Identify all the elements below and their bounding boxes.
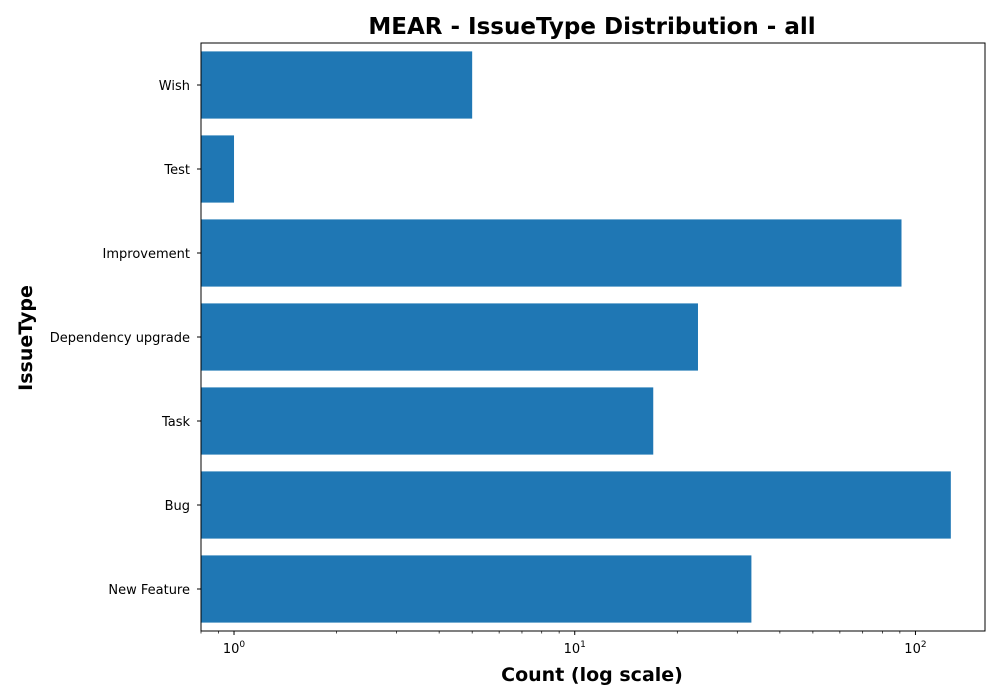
y-tick-label: Improvement bbox=[103, 247, 190, 262]
bar-bug bbox=[201, 471, 951, 539]
y-tick-label: New Feature bbox=[108, 583, 190, 598]
bar-wish bbox=[201, 51, 473, 119]
y-tick-label: Test bbox=[163, 163, 190, 178]
y-tick-label: Task bbox=[161, 415, 191, 430]
bar-task bbox=[201, 387, 654, 455]
y-tick-label: Wish bbox=[159, 79, 190, 94]
bar-new-feature bbox=[201, 555, 752, 623]
y-tick-label: Dependency upgrade bbox=[50, 331, 190, 346]
y-axis-label: IssueType bbox=[15, 285, 37, 391]
x-tick-label: 101 bbox=[564, 640, 586, 657]
bar-improvement bbox=[201, 219, 902, 287]
y-tick-label: Bug bbox=[165, 499, 190, 514]
bars-group bbox=[201, 51, 951, 623]
bar-dependency-upgrade bbox=[201, 303, 698, 371]
chart-title: MEAR - IssueType Distribution - all bbox=[368, 14, 815, 40]
x-ticks-group: 100 101 102 bbox=[200, 631, 927, 657]
y-ticks-group: New Feature Bug Task Dependency upgrade Impr… bbox=[50, 79, 201, 598]
x-axis-label: Count (log scale) bbox=[501, 664, 683, 686]
bar-test bbox=[201, 135, 235, 203]
x-tick-label: 100 bbox=[223, 640, 246, 657]
plot-frame bbox=[200, 42, 986, 632]
x-tick-label: 102 bbox=[904, 640, 926, 657]
